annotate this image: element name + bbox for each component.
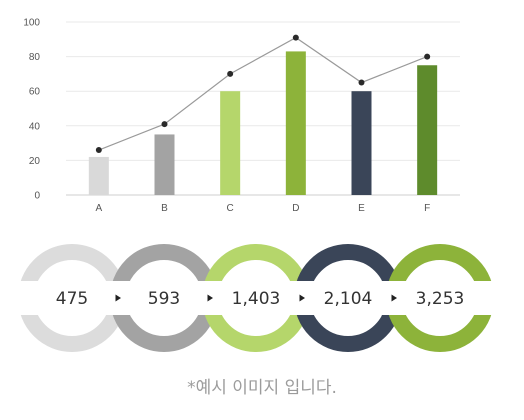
- trend-point-C: [227, 70, 234, 77]
- ring-value-5: 3,253: [416, 289, 465, 309]
- y-tick-label: 60: [29, 87, 41, 98]
- bar-C: [220, 91, 241, 195]
- x-tick-label: E: [358, 203, 365, 214]
- trend-point-D: [292, 34, 299, 41]
- trend-point-E: [358, 79, 365, 86]
- trend-line: [98, 36, 428, 151]
- arrow-icon: [207, 294, 213, 302]
- ring-band: [0, 281, 524, 315]
- y-tick-label: 80: [29, 52, 41, 63]
- bar-line-chart: 0 20 40 60 80 100 A B C D E F: [23, 18, 460, 214]
- trend-point-F: [424, 53, 431, 60]
- x-tick-label: A: [95, 203, 102, 214]
- arrow-icon: [391, 294, 397, 302]
- bar-D: [285, 51, 306, 195]
- bar-B: [154, 134, 175, 195]
- chart-canvas: 0 20 40 60 80 100 A B C D E F: [23, 18, 460, 214]
- example-caption: *예시 이미지 입니다.: [187, 378, 337, 398]
- ring-value-4: 2,104: [324, 289, 373, 309]
- ring-value-2: 593: [148, 289, 180, 309]
- y-tick-label: 100: [23, 18, 40, 29]
- ring-flow-canvas: 475 593 1,403 2,104 3,253: [0, 244, 524, 352]
- bar-F: [417, 65, 438, 195]
- ring-value-1: 475: [56, 289, 88, 309]
- trend-point-A: [95, 147, 102, 154]
- x-tick-label: F: [424, 203, 430, 214]
- x-tick-label: D: [292, 203, 299, 214]
- y-tick-label: 40: [29, 121, 41, 132]
- arrow-icon: [115, 294, 121, 302]
- x-tick-label: C: [227, 203, 234, 214]
- ring-flow: 475 593 1,403 2,104 3,253: [0, 232, 524, 372]
- trend-point-B: [161, 121, 168, 128]
- arrow-icon: [299, 294, 305, 302]
- x-tick-label: B: [161, 203, 168, 214]
- y-tick-label: 20: [29, 156, 41, 167]
- bar-E: [351, 91, 372, 195]
- y-tick-label: 0: [34, 191, 40, 202]
- bar-A: [88, 156, 109, 195]
- ring-value-3: 1,403: [232, 289, 281, 309]
